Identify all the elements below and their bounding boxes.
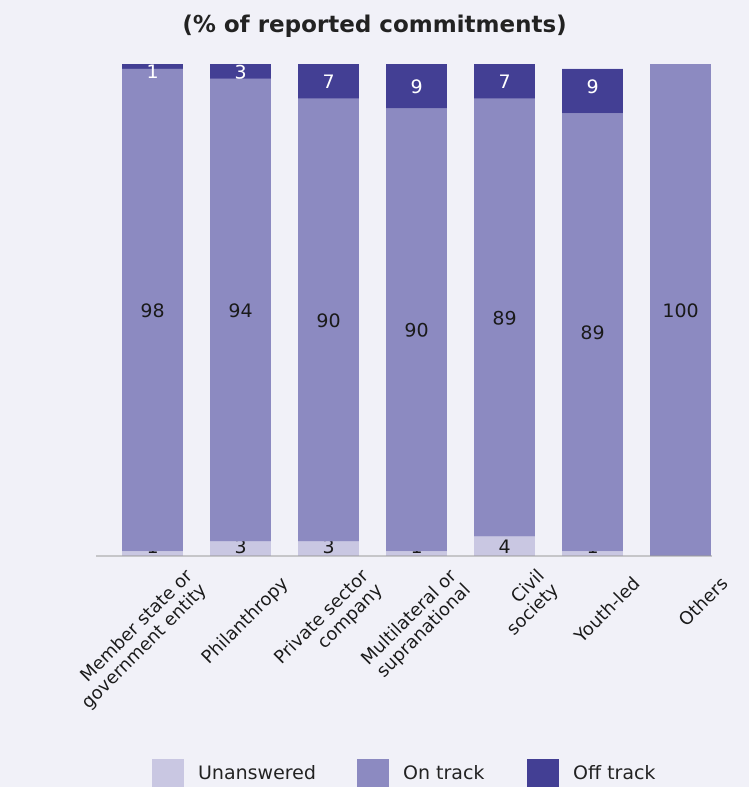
bar-segment-on-track [210, 78, 271, 542]
bar-segment-unanswered [122, 551, 183, 556]
legend-label-off-track: Off track [573, 762, 656, 784]
data-label-on-track: 90 [316, 310, 340, 332]
x-tick-label: Civilsociety [489, 565, 563, 639]
bar-segment-on-track [474, 98, 535, 537]
chart-title: (% of reported commitments) [182, 12, 567, 38]
x-tick-label: Others [675, 573, 733, 631]
x-tick-label-line: Others [675, 573, 733, 631]
legend-swatch-on-track [357, 759, 389, 787]
data-label-off-track: 9 [410, 76, 422, 98]
data-label-off-track: 3 [234, 61, 246, 83]
legend-label-unanswered: Unanswered [198, 762, 316, 784]
bar-segment-unanswered [210, 541, 271, 556]
bar-segment-on-track [386, 108, 447, 552]
data-label-unanswered: 4 [498, 536, 510, 558]
data-label-on-track: 89 [492, 307, 516, 329]
data-label-off-track: 9 [586, 76, 598, 98]
legend-item-unanswered: Unanswered [152, 759, 316, 787]
legend-swatch-off-track [527, 759, 559, 787]
bar-segment-off-track [122, 64, 183, 69]
data-label-on-track: 89 [580, 322, 604, 344]
data-label-on-track: 94 [228, 300, 252, 322]
data-label-on-track: 90 [404, 320, 428, 342]
legend-swatch-unanswered [152, 759, 184, 787]
chart-legend: Unanswered On track Off track [0, 759, 749, 787]
bar-segment-off-track [474, 64, 535, 99]
bar-segment-on-track [562, 113, 623, 552]
bar-segment-off-track [298, 64, 359, 99]
bar-segment-unanswered [562, 551, 623, 556]
x-tick-label: Youth-led [570, 573, 645, 648]
data-label-off-track: 7 [322, 71, 334, 93]
data-label-on-track: 100 [662, 300, 698, 322]
x-tick-label-line: government entity [77, 579, 211, 713]
bar-segment-on-track [650, 64, 711, 556]
data-label-off-track: 7 [498, 71, 510, 93]
bar-segment-on-track [122, 68, 183, 552]
legend-item-off-track: Off track [527, 759, 655, 787]
data-label-unanswered: 3 [234, 536, 246, 558]
stacked-bar-chart: 1981Member state orgovernment entity3943… [63, 61, 733, 713]
bar-segment-off-track [562, 68, 623, 114]
legend-label-on-track: On track [403, 762, 485, 784]
bar-segment-on-track [298, 98, 359, 542]
bar-segment-unanswered [474, 536, 535, 556]
bar-segment-off-track [386, 64, 447, 109]
bar-segment-unanswered [298, 541, 359, 556]
data-label-on-track: 98 [140, 300, 164, 322]
bar-segment-unanswered [386, 551, 447, 556]
data-label-unanswered: 3 [322, 536, 334, 558]
legend-item-on-track: On track [357, 759, 484, 787]
x-tick-label-line: Youth-led [570, 573, 645, 648]
bar-segment-off-track [210, 64, 271, 79]
x-tick-label: Member state orgovernment entity [63, 565, 211, 713]
data-label-off-track: 1 [146, 61, 158, 83]
